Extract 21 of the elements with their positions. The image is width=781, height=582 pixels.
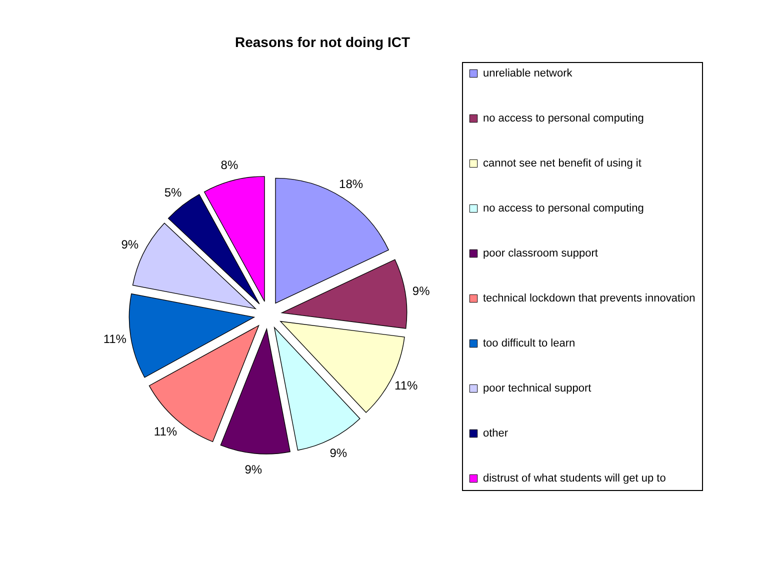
data-label: 8% [220,158,238,172]
legend-label: poor technical support [483,382,592,394]
legend-label: too difficult to learn [483,338,576,350]
data-label: 9% [244,462,262,476]
data-label: 5% [164,186,182,200]
legend-label: no access to personal computing [483,112,644,124]
data-label: 9% [412,284,430,298]
legend-label: no access to personal computing [483,202,644,214]
data-label: 11% [394,378,418,392]
chart-title: Reasons for not doing ICT [235,34,410,50]
legend-label: distrust of what students will get up to [483,472,666,484]
legend-label: other [483,428,508,440]
data-label: 11% [154,424,178,438]
data-label: 9% [330,446,348,460]
legend-label: technical lockdown that prevents innovation [483,292,696,304]
legend-label: unreliable network [483,68,573,80]
data-label: 11% [103,332,127,346]
data-label: 9% [121,238,139,252]
data-label: 18% [339,177,364,192]
legend-label: cannot see net benefit of using it [483,158,642,170]
legend-label: poor classroom support [483,248,598,260]
